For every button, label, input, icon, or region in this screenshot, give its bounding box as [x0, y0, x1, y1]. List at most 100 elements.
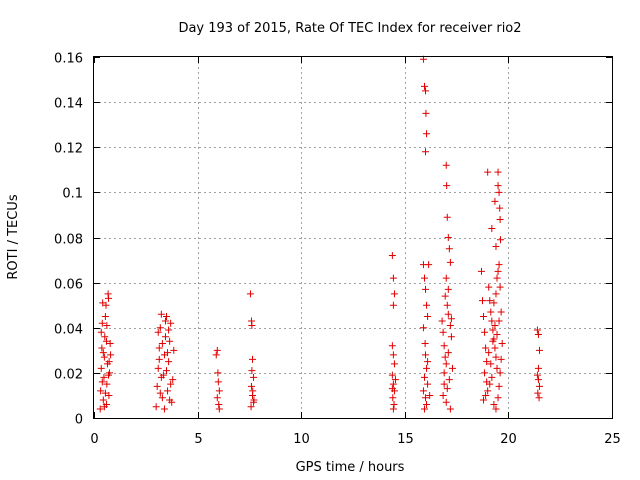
data-point	[422, 285, 430, 293]
data-point	[494, 182, 502, 190]
data-point	[485, 283, 493, 291]
grid	[94, 57, 612, 418]
data-point	[153, 382, 161, 390]
data-point	[494, 267, 502, 275]
data-point	[105, 371, 113, 379]
data-point	[163, 367, 171, 375]
data-point	[100, 403, 108, 411]
x-tick-label: 5	[194, 432, 202, 447]
data-point	[156, 389, 164, 397]
data-point	[495, 188, 503, 196]
data-point	[97, 387, 105, 395]
data-point	[482, 391, 490, 399]
data-point	[494, 394, 502, 402]
data-point	[105, 391, 113, 399]
data-point	[248, 321, 256, 329]
data-point	[483, 358, 491, 366]
data-point	[492, 243, 500, 251]
data-point	[534, 389, 542, 397]
data-point	[101, 312, 109, 320]
y-tick-label: 0.02	[54, 368, 83, 383]
data-point	[161, 333, 169, 341]
data-point	[446, 258, 454, 266]
data-point	[248, 367, 256, 375]
data-point	[102, 301, 110, 309]
data-point	[154, 364, 162, 372]
y-tick-label: 0.16	[54, 52, 83, 67]
data-point	[155, 355, 163, 363]
data-point	[443, 182, 451, 190]
data-point	[420, 373, 428, 381]
x-tick-label: 15	[397, 432, 414, 447]
data-point	[535, 382, 543, 390]
data-point	[106, 340, 114, 348]
data-point	[424, 312, 432, 320]
data-point	[249, 387, 257, 395]
data-point	[423, 364, 431, 372]
data-point	[489, 326, 497, 334]
data-point	[426, 391, 434, 399]
data-point	[442, 398, 450, 406]
data-point	[441, 353, 449, 361]
data-point	[495, 261, 503, 269]
data-point	[423, 400, 431, 408]
data-point	[443, 385, 451, 393]
data-point	[158, 340, 166, 348]
data-point	[493, 274, 501, 282]
data-point	[389, 351, 397, 359]
data-point	[167, 380, 175, 388]
data-point	[484, 168, 492, 176]
data-point	[496, 283, 504, 291]
data-point	[391, 376, 399, 384]
data-point	[390, 360, 398, 368]
x-tick-label: 25	[604, 432, 621, 447]
data-point	[496, 204, 504, 212]
data-point	[424, 358, 432, 366]
data-point	[214, 378, 222, 386]
plot-frame	[93, 56, 613, 419]
data-point	[494, 168, 502, 176]
data-point	[488, 373, 496, 381]
data-point	[444, 234, 452, 241]
data-point	[493, 364, 501, 372]
data-point	[101, 333, 109, 341]
x-tick-label: 10	[293, 432, 310, 447]
y-tick-label: 0.06	[54, 278, 83, 293]
data-point	[444, 310, 452, 318]
data-point	[165, 358, 173, 366]
data-point	[99, 396, 107, 404]
data-point	[487, 308, 495, 316]
data-point	[161, 317, 169, 325]
data-point	[442, 161, 450, 169]
data-point	[492, 353, 500, 361]
data-point	[165, 326, 173, 334]
data-point	[422, 351, 430, 359]
data-point	[102, 337, 110, 345]
data-point	[420, 405, 428, 413]
data-point	[440, 380, 448, 388]
data-point	[447, 333, 455, 341]
data-point	[389, 394, 397, 402]
data-point	[101, 389, 109, 397]
y-axis-label: ROTI / TECUs	[6, 194, 21, 279]
data-point	[491, 344, 499, 352]
x-axis-label: GPS time / hours	[296, 460, 405, 475]
x-tick-label: 20	[500, 432, 517, 447]
data-point	[388, 342, 396, 350]
axis-ticks: 0 5 10 15 20 25 0 0.02 0.04 0.06 0.08 0.1 0.12 0.14 0.…	[54, 52, 621, 448]
data-point	[484, 387, 492, 395]
data-point	[422, 148, 430, 156]
data-point	[163, 312, 171, 320]
data-point	[445, 245, 453, 253]
data-point	[422, 87, 430, 95]
data-point	[98, 378, 106, 386]
data-point	[486, 297, 494, 305]
data-point	[250, 373, 258, 381]
data-point	[489, 337, 497, 345]
data-point	[388, 252, 396, 260]
data-point	[389, 380, 397, 388]
data-point	[422, 394, 430, 402]
chart-title: Day 193 of 2015, Rate Of TEC Index for r…	[178, 21, 521, 36]
data-point	[424, 380, 432, 388]
data-point	[488, 224, 496, 232]
